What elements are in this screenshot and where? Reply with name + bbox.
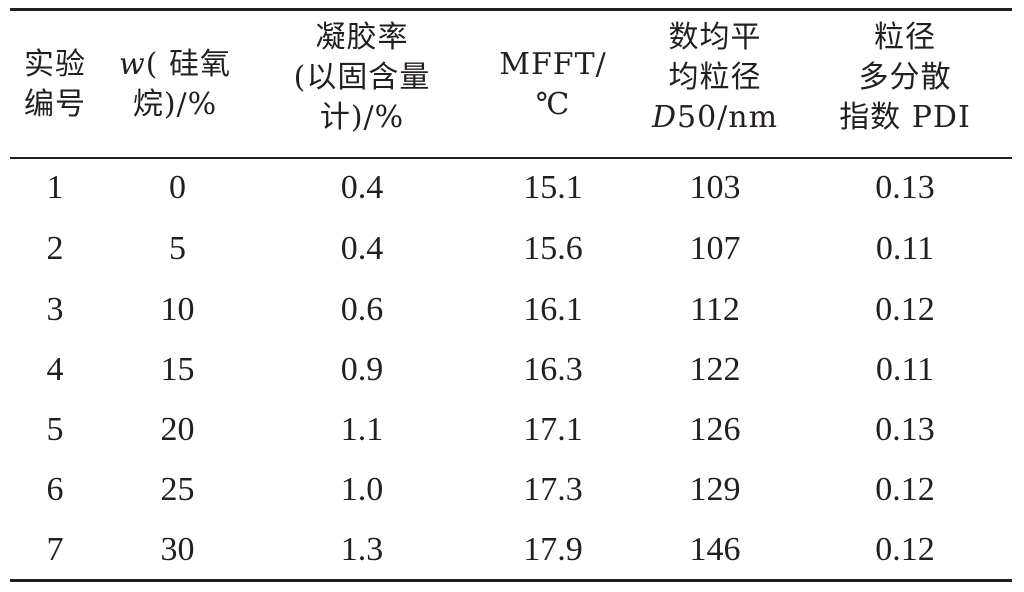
cell-gel-rate: 1.3 <box>340 531 384 568</box>
cell-siloxane: 10 <box>160 291 195 328</box>
cell-particle-size: 107 <box>689 230 741 267</box>
cell-siloxane: 30 <box>160 531 195 568</box>
header-text: 指数 PDI <box>839 100 971 135</box>
cell-gel-rate: 0.9 <box>340 351 384 388</box>
cell-gel-rate: 0.6 <box>340 291 384 328</box>
header-mfft: MFFT/ ℃ <box>488 45 618 125</box>
header-text: (以固含量 <box>293 60 431 95</box>
header-text: w( 硅氧 <box>119 47 231 82</box>
cell-experiment-no: 7 <box>46 531 64 568</box>
table-header-rule <box>10 157 1012 159</box>
header-text: 多分散 <box>858 60 952 95</box>
cell-gel-rate: 0.4 <box>340 230 384 267</box>
cell-siloxane: 15 <box>160 351 195 388</box>
cell-gel-rate: 0.4 <box>340 169 384 206</box>
cell-experiment-no: 3 <box>46 291 64 328</box>
header-text: 均粒径 <box>668 60 762 95</box>
cell-siloxane: 0 <box>169 169 186 206</box>
cell-experiment-no: 6 <box>46 471 64 508</box>
cell-pdi: 0.12 <box>875 291 935 328</box>
header-text: ℃ <box>535 87 571 122</box>
cell-experiment-no: 1 <box>46 169 64 206</box>
cell-pdi: 0.11 <box>875 230 935 267</box>
cell-particle-size: 112 <box>690 291 740 328</box>
header-text: 实验 <box>24 47 86 82</box>
cell-experiment-no: 2 <box>46 230 64 267</box>
cell-experiment-no: 5 <box>46 411 64 448</box>
cell-pdi: 0.11 <box>875 351 935 388</box>
header-experiment-no: 实验 编号 <box>14 45 96 125</box>
cell-pdi: 0.13 <box>875 169 935 206</box>
cell-mfft: 17.9 <box>523 531 583 568</box>
cell-pdi: 0.13 <box>875 411 935 448</box>
cell-mfft: 15.1 <box>523 169 583 206</box>
header-text: 凝胶率 <box>315 20 409 55</box>
cell-mfft: 17.1 <box>523 411 583 448</box>
cell-mfft: 15.6 <box>523 230 583 267</box>
header-text: 粒径 <box>874 20 936 55</box>
cell-gel-rate: 1.1 <box>340 411 384 448</box>
cell-experiment-no: 4 <box>46 351 64 388</box>
cell-particle-size: 103 <box>689 169 741 206</box>
cell-siloxane: 5 <box>169 230 186 267</box>
cell-particle-size: 122 <box>689 351 741 388</box>
cell-pdi: 0.12 <box>875 471 935 508</box>
header-pdi: 粒径 多分散 指数 PDI <box>815 18 995 138</box>
cell-pdi: 0.12 <box>875 531 935 568</box>
cell-siloxane: 25 <box>160 471 195 508</box>
table-top-rule <box>10 8 1012 11</box>
cell-particle-size: 129 <box>689 471 741 508</box>
header-text: MFFT/ <box>499 47 607 82</box>
cell-particle-size: 146 <box>689 531 741 568</box>
table-bottom-rule <box>10 579 1012 582</box>
cell-particle-size: 126 <box>689 411 741 448</box>
cell-gel-rate: 1.0 <box>340 471 384 508</box>
cell-siloxane: 20 <box>160 411 195 448</box>
header-particle-size: 数均平 均粒径 D50/nm <box>630 18 800 138</box>
header-text: 数均平 <box>668 20 762 55</box>
header-text: 计)/% <box>319 100 405 135</box>
header-text: D50/nm <box>651 100 779 135</box>
cell-mfft: 16.3 <box>523 351 583 388</box>
header-text: 烷)/% <box>132 87 218 122</box>
header-siloxane-fraction: w( 硅氧 烷)/% <box>100 45 250 125</box>
header-text: 编号 <box>24 87 86 122</box>
header-gel-rate: 凝胶率 (以固含量 计)/% <box>262 18 462 138</box>
cell-mfft: 17.3 <box>523 471 583 508</box>
cell-mfft: 16.1 <box>523 291 583 328</box>
